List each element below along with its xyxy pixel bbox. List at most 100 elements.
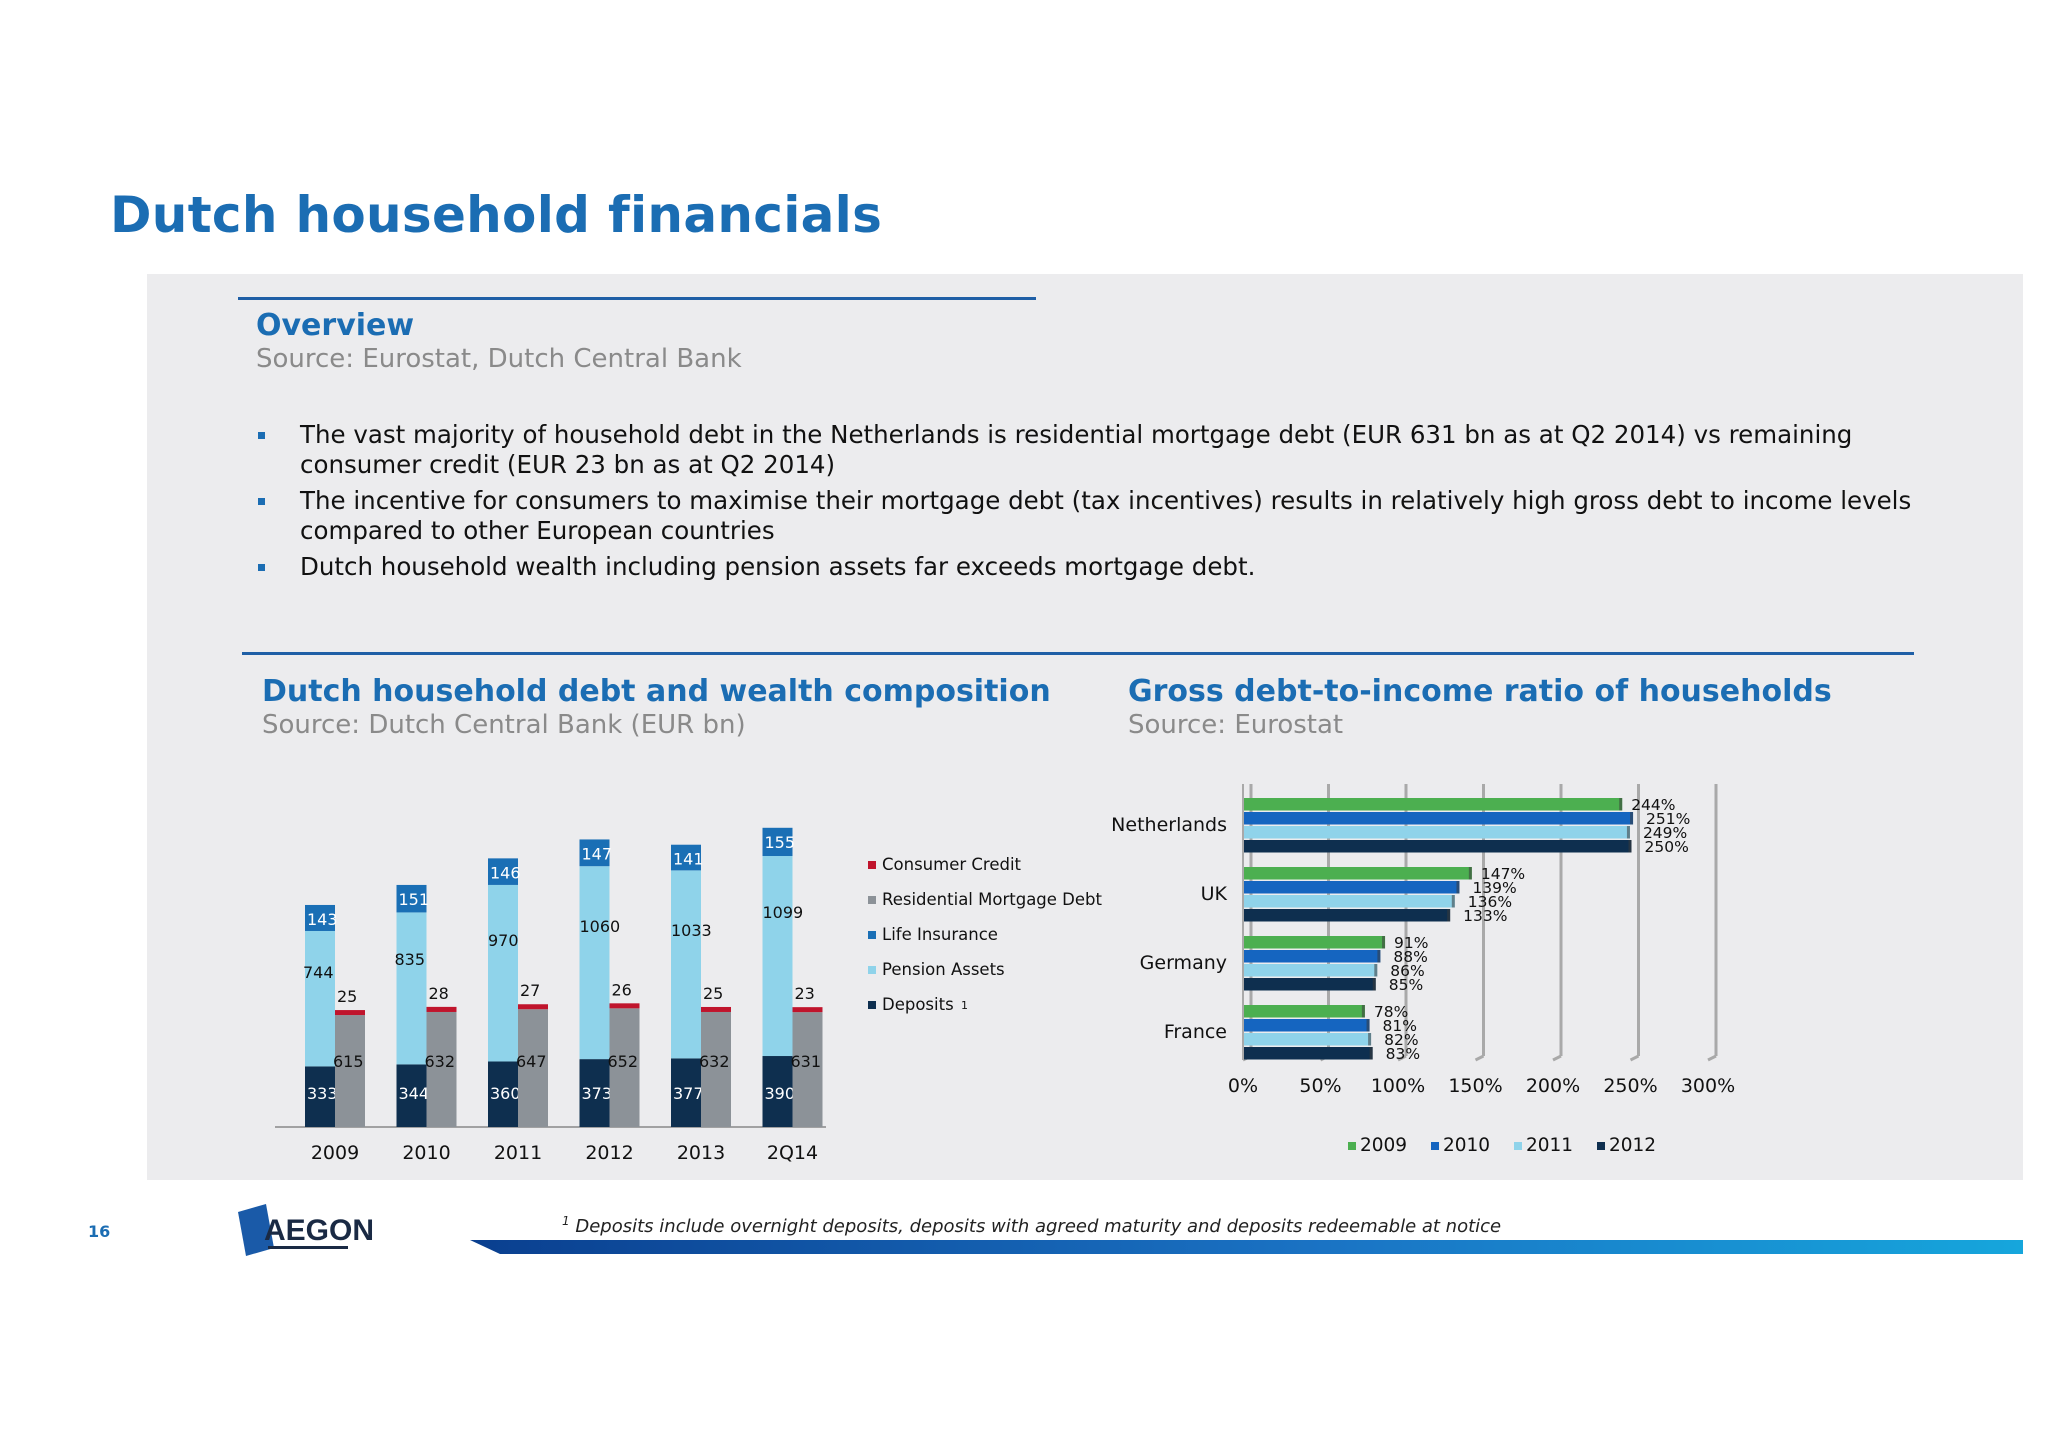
data-label: 244% — [1631, 796, 1675, 814]
bar-end-shade — [1619, 798, 1623, 811]
data-label-mortgage: 631 — [791, 1052, 822, 1071]
data-label: 81% — [1383, 1017, 1417, 1035]
bar-residential-mortgage-debt — [335, 1015, 365, 1127]
data-label-deposits: 390 — [765, 1084, 796, 1103]
bar-series-2010 — [1244, 812, 1634, 825]
bar-end-shade — [1369, 1047, 1373, 1060]
data-label-pension: 1060 — [580, 917, 621, 936]
legend-label: Residential Mortgage Debt — [882, 890, 1103, 909]
bullet-text: The incentive for consumers to maximise … — [300, 486, 1912, 545]
bullet-square-icon — [258, 564, 265, 571]
right-chart-source: Source: Eurostat — [1128, 710, 1344, 740]
x-tick-label: 2010 — [402, 1142, 450, 1164]
bar-deposits — [671, 1058, 701, 1127]
legend-label: Deposits — [882, 995, 954, 1014]
overview-rule — [238, 297, 1036, 300]
x-tick-label: 2Q14 — [767, 1142, 818, 1164]
gridline-foot — [1629, 1054, 1640, 1062]
data-label-life-insurance: 151 — [399, 890, 430, 909]
data-label-deposits: 373 — [582, 1084, 613, 1103]
data-label-mortgage: 647 — [516, 1052, 547, 1071]
data-label-mortgage: 652 — [608, 1052, 639, 1071]
bar-pension-assets — [579, 866, 610, 1060]
legend-label: 2010 — [1443, 1135, 1490, 1156]
left-chart-title: Dutch household debt and wealth composit… — [262, 674, 1051, 709]
bar-series-2011 — [1244, 1033, 1372, 1046]
footer-gradient-bar — [470, 1240, 2023, 1254]
bar-pension-assets — [488, 884, 518, 1062]
data-label-mortgage: 615 — [333, 1052, 364, 1071]
gridline-foot — [1552, 1054, 1562, 1062]
x-tick-label: 2009 — [311, 1142, 359, 1164]
bar-deposits — [488, 1061, 518, 1127]
y-tick-label: France — [1164, 1021, 1227, 1043]
legend-swatch — [868, 966, 876, 974]
bar-life-insurance — [488, 858, 518, 885]
bar-end-shade — [1468, 867, 1472, 880]
bar-deposits — [762, 1056, 793, 1127]
data-label: 250% — [1645, 838, 1689, 856]
bar-life-insurance — [671, 844, 701, 871]
overview-title: Overview — [256, 308, 415, 343]
bar-residential-mortgage-debt — [518, 1009, 548, 1127]
data-label: 136% — [1468, 893, 1512, 911]
data-label: 82% — [1384, 1031, 1418, 1049]
data-label-life-insurance: 141 — [673, 850, 704, 869]
bar-consumer-credit — [518, 1004, 548, 1010]
legend-swatch — [1431, 1142, 1439, 1150]
bar-series-2012 — [1244, 840, 1632, 853]
bar-pension-assets — [762, 856, 793, 1057]
bar-end-shade — [1366, 1019, 1370, 1032]
bar-series-2012 — [1244, 978, 1376, 991]
data-label: 249% — [1643, 824, 1687, 842]
data-label-pension: 835 — [395, 950, 426, 969]
bar-pension-assets — [305, 930, 335, 1067]
bar-series-2011 — [1244, 895, 1455, 908]
bar-consumer-credit — [701, 1006, 731, 1012]
legend-label: Pension Assets — [882, 960, 1005, 979]
bar-deposits — [579, 1059, 610, 1127]
data-label: 83% — [1386, 1045, 1420, 1063]
data-label-deposits: 344 — [399, 1084, 430, 1103]
bar-consumer-credit — [426, 1006, 457, 1012]
bar-end-shade — [1447, 909, 1451, 922]
legend-label: 2011 — [1526, 1135, 1573, 1156]
data-label-consumer-credit: 23 — [795, 984, 815, 1003]
bar-consumer-credit — [335, 1010, 365, 1016]
bar-deposits — [305, 1066, 335, 1127]
data-label-life-insurance: 143 — [307, 910, 338, 929]
data-label-life-insurance: 155 — [765, 833, 796, 852]
bar-residential-mortgage-debt — [609, 1008, 640, 1127]
bar-series-2010 — [1244, 950, 1381, 963]
bar-series-2011 — [1244, 826, 1630, 839]
bar-life-insurance — [305, 904, 335, 931]
x-tick-label: 250% — [1603, 1075, 1657, 1097]
bar-consumer-credit — [792, 1007, 823, 1013]
data-label: 85% — [1389, 976, 1423, 994]
footnote: 1 Deposits include overnight deposits, d… — [562, 1214, 1501, 1237]
data-label-pension: 1099 — [763, 903, 804, 922]
bar-end-shade — [1628, 840, 1632, 853]
legend-footnote-marker: 1 — [961, 999, 968, 1012]
data-label-pension: 1033 — [671, 921, 712, 940]
bar-pension-assets — [396, 912, 427, 1065]
page-title: Dutch household financials — [110, 186, 883, 244]
bullet-item: The vast majority of household debt in t… — [258, 420, 1938, 480]
debt-income-chart: 0% 50% 100% 150% 200% 250% 300% Netherlands 244%… — [1111, 784, 1735, 1156]
bar-end-shade — [1361, 1005, 1365, 1018]
bullet-square-icon — [258, 498, 265, 505]
data-label: 91% — [1394, 934, 1428, 952]
bar-life-insurance — [762, 827, 793, 857]
x-tick-label: 100% — [1371, 1075, 1425, 1097]
bullet-text: Dutch household wealth including pension… — [300, 552, 1256, 581]
charts-rule — [242, 652, 1914, 655]
data-label-mortgage: 632 — [699, 1052, 730, 1071]
data-label-life-insurance: 147 — [582, 844, 613, 863]
data-label: 133% — [1463, 907, 1507, 925]
overview-bullets: The vast majority of household debt in t… — [258, 420, 1938, 588]
data-label-deposits: 333 — [307, 1084, 338, 1103]
bar-end-shade — [1626, 826, 1630, 839]
bar-life-insurance — [396, 884, 427, 913]
data-label-mortgage: 632 — [425, 1052, 456, 1071]
x-tick-label: 200% — [1526, 1075, 1580, 1097]
